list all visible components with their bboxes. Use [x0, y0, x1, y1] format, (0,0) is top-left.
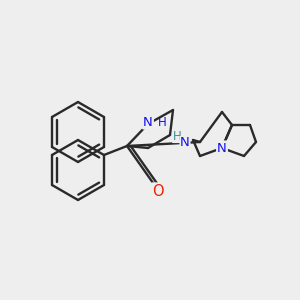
Text: O: O [152, 184, 164, 199]
Text: N: N [180, 136, 190, 149]
Text: N: N [143, 116, 153, 128]
Text: H: H [158, 116, 167, 128]
Text: N: N [217, 142, 227, 154]
Text: H: H [172, 130, 182, 142]
